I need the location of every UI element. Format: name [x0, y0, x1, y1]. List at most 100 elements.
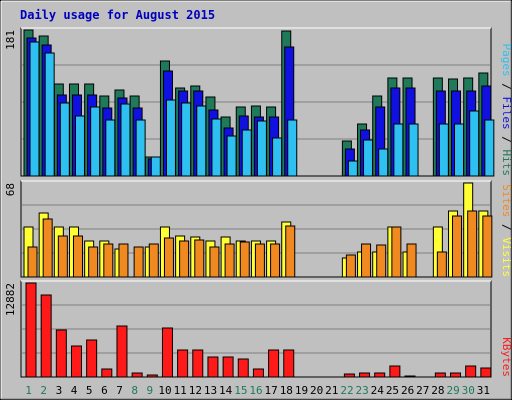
bar-pages-day-6: [105, 119, 116, 177]
bar-kbytes-day-1: [25, 282, 37, 378]
label-separator: /: [500, 130, 512, 150]
chart-panels: 181 Pages / Files / Hits 68 Sites / Visits 1…: [4, 27, 512, 378]
bar-sites-day-26: [406, 243, 417, 278]
bar-kbytes-day-18: [283, 349, 295, 378]
bar-pages-day-28: [438, 123, 449, 177]
bar-pages-day-30: [469, 110, 480, 177]
bar-sites-day-6: [103, 243, 114, 278]
bar-kbytes-day-4: [70, 345, 82, 378]
bar-sites-day-1: [27, 246, 38, 278]
series-axis-label: Pages / Files / Hits: [500, 44, 512, 177]
bar-kbytes-day-31: [480, 367, 492, 378]
bar-pages-day-17: [272, 137, 283, 177]
y-max-label: 68: [4, 183, 17, 196]
x-tick-label-day-14: 14: [219, 384, 233, 397]
bar-pages-day-1: [29, 41, 40, 177]
bar-pages-day-31: [484, 119, 495, 177]
bar-pages-day-26: [408, 123, 419, 177]
bar-kbytes-day-23: [359, 372, 371, 378]
bar-sites-day-8: [133, 246, 144, 278]
series-axis-label: Sites / Visits: [500, 184, 512, 277]
bar-pages-day-2: [44, 52, 55, 177]
x-tick-label-day-30: 30: [462, 384, 475, 397]
bar-sites-day-28: [436, 251, 447, 278]
bar-pages-day-29: [454, 123, 465, 177]
bar-sites-day-24: [376, 244, 387, 278]
bar-sites-day-14: [224, 243, 235, 278]
bar-pages-day-12: [196, 105, 207, 177]
x-tick-label-day-19: 19: [295, 384, 308, 397]
bar-pages-day-11: [181, 102, 192, 177]
bar-pages-day-4: [74, 115, 85, 177]
x-tick-label-day-17: 17: [265, 384, 278, 397]
bar-sites-day-29: [452, 215, 463, 278]
series-label-kbytes: KBytes: [500, 337, 512, 377]
bar-pages-day-10: [165, 99, 176, 177]
x-tick-label-day-15: 15: [234, 384, 247, 397]
x-tick-label-day-4: 4: [71, 384, 78, 397]
bar-kbytes-day-17: [268, 349, 280, 378]
bar-sites-day-11: [179, 240, 190, 278]
x-tick-label-day-31: 31: [477, 384, 490, 397]
label-separator: /: [500, 77, 512, 97]
bar-sites-day-10: [163, 237, 174, 278]
x-tick-label-day-11: 11: [174, 384, 187, 397]
x-tick-label-day-9: 9: [147, 384, 154, 397]
x-tick-label-day-1: 1: [25, 384, 32, 397]
bar-pages-day-14: [226, 135, 237, 177]
bar-kbytes-day-16: [252, 368, 264, 378]
x-tick-label-day-18: 18: [280, 384, 293, 397]
bar-pages-day-15: [241, 129, 252, 177]
bar-kbytes-day-7: [116, 325, 128, 378]
series-label-hits: Hits: [500, 150, 512, 177]
bar-kbytes-day-28: [434, 372, 446, 378]
bar-kbytes-day-30: [465, 365, 477, 378]
bar-kbytes-day-29: [450, 372, 462, 378]
x-tick-label-day-21: 21: [325, 384, 338, 397]
bar-sites-day-7: [118, 243, 129, 278]
x-tick-label-day-6: 6: [101, 384, 108, 397]
bar-sites-day-31: [482, 215, 493, 278]
bar-sites-day-9: [148, 243, 159, 278]
x-tick-label-day-24: 24: [371, 384, 385, 397]
bar-pages-day-7: [120, 103, 131, 177]
panel-visits-sites: 68 Sites / Visits: [4, 180, 512, 278]
bar-pages-day-22: [347, 160, 358, 177]
bar-sites-day-3: [57, 235, 68, 278]
y-max-label: 181: [4, 30, 17, 50]
x-tick-label-day-28: 28: [431, 384, 444, 397]
x-axis-labels: 1 2 3 4 5 6 7 8 9 10 11 12 13 14 15 16 17 18 19 20 21 22 23 24 2…: [25, 384, 490, 397]
bar-pages-day-16: [256, 120, 267, 177]
bar-kbytes-day-25: [389, 365, 401, 378]
bar-kbytes-day-6: [101, 368, 113, 378]
bar-kbytes-day-10: [161, 327, 173, 378]
bar-kbytes-day-26: [404, 375, 416, 378]
panel-hits-files-pages: 181 Pages / Files / Hits: [4, 27, 512, 177]
bar-kbytes-day-14: [222, 356, 234, 378]
bar-kbytes-day-5: [86, 339, 98, 378]
bar-pages-day-8: [135, 119, 146, 177]
bar-kbytes-day-12: [192, 349, 204, 378]
bar-kbytes-day-24: [374, 372, 386, 378]
x-tick-label-day-13: 13: [204, 384, 217, 397]
bar-pages-day-18: [287, 119, 298, 177]
x-tick-label-day-5: 5: [86, 384, 93, 397]
bar-sites-day-25: [391, 226, 402, 278]
x-tick-label-day-20: 20: [310, 384, 323, 397]
x-tick-label-day-10: 10: [158, 384, 171, 397]
x-tick-label-day-25: 25: [386, 384, 399, 397]
x-tick-label-day-16: 16: [249, 384, 262, 397]
bar-kbytes-day-11: [177, 349, 189, 378]
x-tick-label-day-29: 29: [446, 384, 459, 397]
bar-pages-day-13: [211, 118, 222, 177]
bar-sites-day-22: [345, 254, 356, 278]
series-axis-label: KBytes: [500, 337, 512, 377]
bar-kbytes-day-9: [146, 374, 158, 378]
bar-sites-day-15: [239, 241, 250, 278]
y-max-label: 12882: [4, 283, 17, 316]
bar-sites-day-5: [88, 246, 99, 278]
bar-sites-day-30: [467, 210, 478, 278]
bar-kbytes-day-15: [237, 358, 249, 378]
series-label-visits: Visits: [500, 237, 512, 277]
